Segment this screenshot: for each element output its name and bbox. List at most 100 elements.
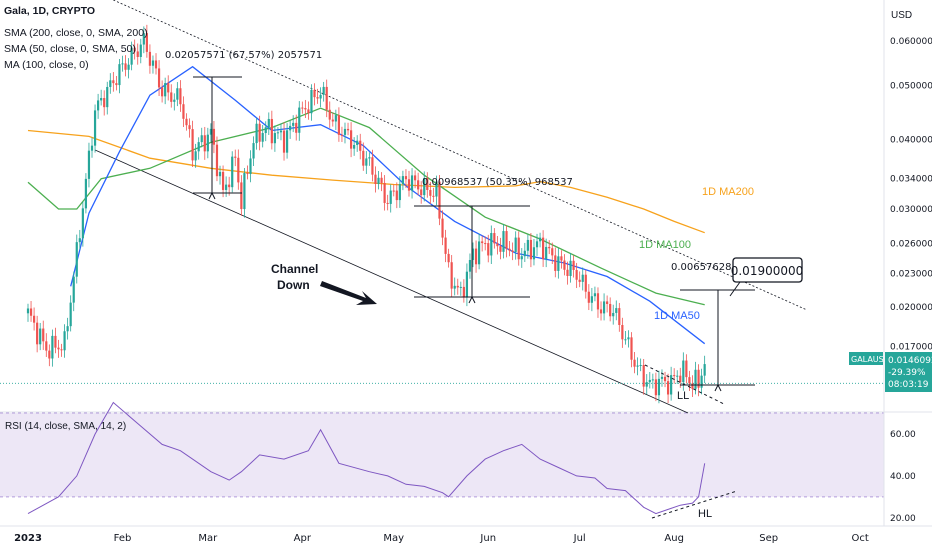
- candle-body: [69, 302, 72, 327]
- candle-body: [554, 255, 557, 271]
- candle-body: [377, 177, 380, 184]
- rsi-band: [0, 413, 884, 497]
- candle-body: [301, 107, 304, 109]
- candle-body: [97, 100, 100, 111]
- hl-label: HL: [698, 508, 712, 520]
- candle-body: [478, 241, 481, 265]
- candle-body: [566, 269, 569, 277]
- ll-label: LL: [677, 390, 689, 402]
- candle-body: [209, 128, 212, 135]
- candle-body: [508, 248, 511, 251]
- candle-body: [642, 365, 645, 387]
- candle-body: [304, 108, 307, 110]
- candle-body: [148, 51, 152, 66]
- candle-body: [450, 262, 453, 289]
- candle-body: [182, 104, 185, 119]
- hl-line: [651, 490, 738, 519]
- candle-body: [322, 86, 325, 95]
- candle-body: [694, 369, 697, 389]
- candle-body: [103, 98, 106, 108]
- candle-body: [167, 83, 170, 93]
- ma100-legend[interactable]: MA (100, close, 0): [4, 59, 89, 71]
- candle-body: [84, 178, 88, 209]
- candle-body: [599, 309, 603, 314]
- candle-body: [447, 253, 450, 263]
- time-tick-label: Aug: [664, 533, 684, 544]
- candle-body: [203, 135, 206, 152]
- candle-body: [313, 89, 316, 98]
- candle-body: [109, 80, 112, 87]
- candle-body: [270, 118, 273, 144]
- candle-body: [353, 144, 356, 149]
- candle-body: [490, 233, 493, 256]
- candle-body: [429, 189, 432, 196]
- candle-body: [252, 143, 255, 159]
- symbol-title: Gala, 1D, CRYPTO: [4, 5, 96, 17]
- candle-body: [593, 293, 597, 297]
- price-tick-label: 0.02300000: [890, 269, 932, 279]
- channel-label: Channel: [271, 262, 318, 276]
- candle-body: [57, 347, 60, 350]
- candle-body: [151, 60, 155, 66]
- candle-body: [560, 256, 563, 261]
- candle-body: [371, 157, 374, 175]
- candle-body: [618, 308, 621, 325]
- candle-body: [368, 157, 371, 159]
- candle-body: [511, 250, 514, 252]
- candle-body: [666, 381, 670, 395]
- currency-label[interactable]: USD: [891, 10, 913, 21]
- time-tick-label: Sep: [759, 533, 778, 544]
- candle-body: [453, 285, 456, 289]
- candle-body: [246, 173, 249, 175]
- price-badge-change: -29.39%: [888, 368, 926, 378]
- candle-body: [557, 256, 560, 271]
- candle-body: [682, 360, 685, 383]
- candle-body: [359, 140, 362, 151]
- candle-body: [389, 190, 392, 204]
- sma50-legend[interactable]: SMA (50, close, 0, SMA, 50): [4, 43, 136, 55]
- candle-body: [697, 369, 700, 388]
- candle-body: [688, 377, 691, 384]
- price-tick-label: 0.04000000: [890, 135, 932, 145]
- rsi-tick-label: 60.00: [890, 430, 916, 440]
- candle-body: [587, 291, 590, 303]
- candle-body: [703, 364, 706, 376]
- candle-body: [215, 144, 219, 177]
- candle-body: [676, 375, 679, 377]
- rsi-legend[interactable]: RSI (14, close, SMA, 14, 2): [5, 421, 127, 432]
- candle-body: [200, 135, 203, 143]
- candle-body: [112, 80, 115, 84]
- candle-body: [487, 243, 490, 256]
- candle-body: [26, 308, 30, 314]
- candle-body: [90, 145, 94, 151]
- measure3-arrowhead: [714, 383, 722, 392]
- candle-body: [474, 248, 478, 265]
- candle-body: [471, 248, 475, 260]
- price-tick-label: 0.06000000: [890, 37, 932, 47]
- candle-body: [575, 269, 578, 280]
- price-badge-countdown: 08:03:19: [888, 380, 929, 390]
- candle-body: [624, 339, 627, 341]
- candle-body: [535, 241, 539, 248]
- candle-body: [484, 243, 487, 245]
- candle-body: [444, 237, 447, 254]
- candle-body: [282, 130, 286, 153]
- candle-body: [276, 132, 280, 134]
- candle-body: [651, 379, 654, 381]
- candle-body: [106, 86, 109, 108]
- candle-body: [325, 86, 328, 110]
- sma200-legend[interactable]: SMA (200, close, 0, SMA, 200): [4, 27, 148, 39]
- candle-body: [255, 123, 258, 144]
- candle-body: [298, 107, 301, 133]
- candle-body: [42, 328, 45, 342]
- candle-body: [362, 150, 365, 166]
- candle-body: [502, 231, 505, 252]
- candle-body: [334, 115, 337, 122]
- candle-body: [356, 140, 359, 145]
- candle-body: [645, 382, 648, 387]
- candle-body: [432, 195, 435, 197]
- candle-body: [72, 276, 75, 303]
- price-tick-label: 0.02600000: [890, 240, 932, 250]
- candle-body: [529, 239, 533, 260]
